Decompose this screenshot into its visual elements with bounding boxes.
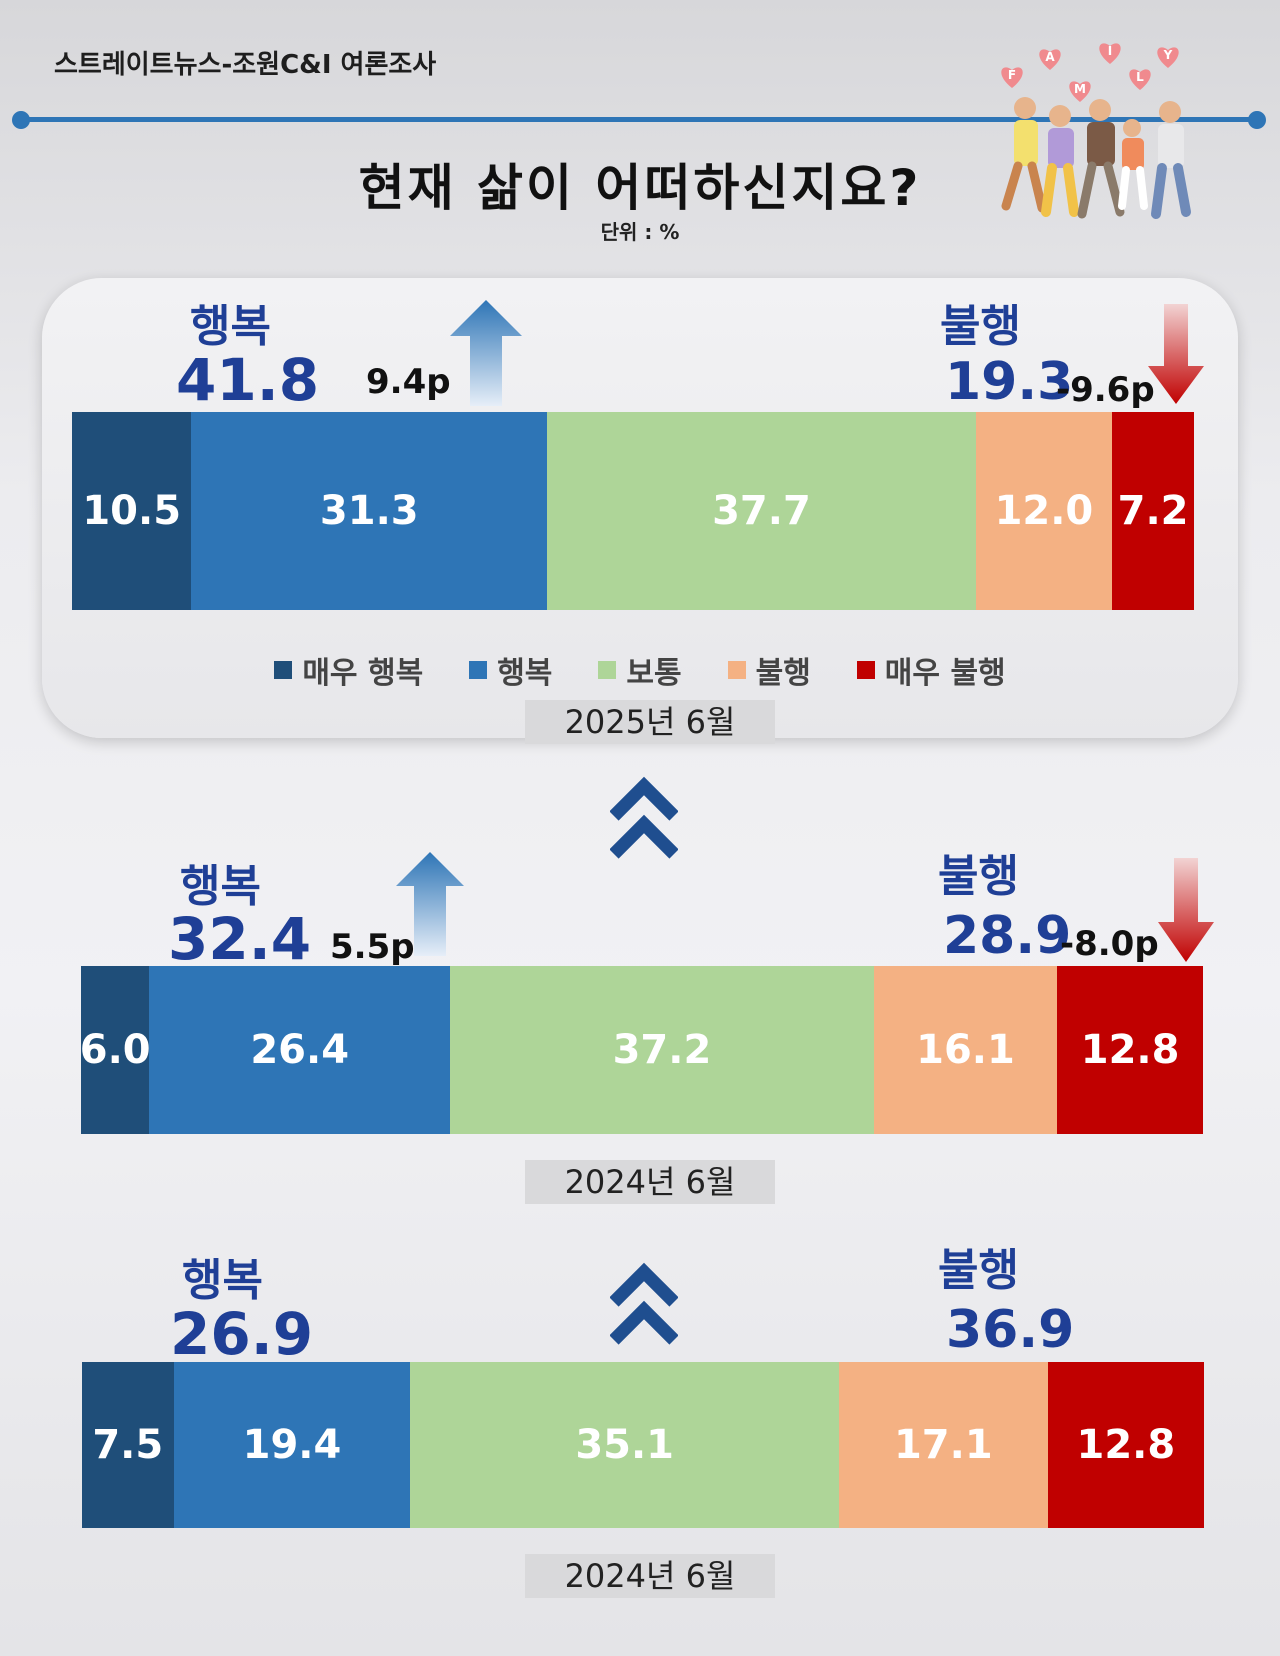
people-figures xyxy=(1001,97,1191,219)
svg-text:L: L xyxy=(1136,70,1144,84)
bar-segment-happy: 31.3 xyxy=(191,412,548,610)
heart-balloon: Y xyxy=(1157,47,1179,68)
timeline-line xyxy=(18,117,1254,122)
happy-total-2025: 41.8 xyxy=(176,346,320,414)
legend-item-neutral: 보통 xyxy=(598,648,682,692)
bar-segment-neutral: 35.1 xyxy=(410,1362,839,1528)
svg-text:Y: Y xyxy=(1163,48,1173,62)
date-label-2024a: 2024년 6월 xyxy=(525,1160,775,1204)
data-label: 12.0 xyxy=(994,488,1094,534)
unhappy-change-2025: -9.6p xyxy=(1056,370,1155,410)
data-label: 10.5 xyxy=(82,488,182,534)
data-label: 19.4 xyxy=(242,1422,342,1468)
bar-segment-happy: 26.4 xyxy=(149,966,451,1134)
timeline-end-dot xyxy=(1248,111,1266,129)
svg-text:A: A xyxy=(1045,50,1055,64)
legend-label-very-happy: 매우 행복 xyxy=(302,656,424,691)
timeline-start-dot xyxy=(12,111,30,129)
down-arrow-icon xyxy=(1158,858,1214,962)
bar-segment-very-unhappy: 12.8 xyxy=(1057,966,1203,1134)
legend: 매우 행복 행복 보통 불행 매우 불행 xyxy=(0,648,1280,692)
legend-label-very-unhappy: 매우 불행 xyxy=(884,656,1006,691)
unhappy-label-2025: 불행 xyxy=(940,301,1021,352)
stacked-bar-2024b: 7.5 19.4 35.1 17.1 12.8 xyxy=(82,1362,1204,1528)
bar-segment-very-unhappy: 7.2 xyxy=(1112,412,1194,610)
bar-segment-unhappy: 17.1 xyxy=(838,1362,1048,1528)
double-chevron-up-icon xyxy=(610,776,678,859)
heart-balloon: A xyxy=(1039,49,1061,70)
data-label: 17.1 xyxy=(893,1422,993,1468)
survey-source: 스트레이트뉴스-조원C&I 여론조사 xyxy=(54,50,437,80)
double-chevron-up-icon xyxy=(610,1262,678,1345)
happy-total-2024a: 32.4 xyxy=(168,905,312,973)
bar-segment-unhappy: 12.0 xyxy=(975,412,1113,610)
heart-balloon: M xyxy=(1069,81,1091,102)
heart-balloon: F xyxy=(1001,67,1023,88)
stacked-bar-2024a: 6.0 26.4 37.2 16.1 12.8 xyxy=(79,966,1203,1134)
happy-total-2024b: 26.9 xyxy=(170,1300,314,1368)
svg-text:M: M xyxy=(1074,82,1086,96)
data-label: 35.1 xyxy=(575,1422,675,1468)
bar-segment-very-unhappy: 12.8 xyxy=(1047,1362,1204,1528)
up-arrow-icon xyxy=(396,852,464,956)
happy-change-2024a: 5.5p xyxy=(330,927,415,967)
date-label-2025: 2025년 6월 xyxy=(525,700,775,744)
unhappy-label-2024a: 불행 xyxy=(938,851,1019,902)
bar-segment-neutral: 37.7 xyxy=(547,412,976,610)
down-arrow-icon xyxy=(1148,304,1204,404)
unhappy-total-2024b: 36.9 xyxy=(946,1300,1075,1360)
stacked-bar-2025: 10.5 31.3 37.7 12.0 7.2 xyxy=(72,412,1194,610)
data-label: 31.3 xyxy=(319,488,419,534)
legend-label-neutral: 보통 xyxy=(626,656,682,691)
unhappy-total-2024a: 28.9 xyxy=(943,906,1072,966)
unhappy-label-2024b: 불행 xyxy=(938,1245,1019,1296)
data-label: 12.8 xyxy=(1076,1422,1176,1468)
legend-item-very-happy: 매우 행복 xyxy=(274,648,423,692)
data-label: 7.2 xyxy=(1117,488,1189,534)
svg-text:F: F xyxy=(1008,68,1016,82)
data-label: 37.7 xyxy=(712,488,811,534)
happy-label-2024b: 행복 xyxy=(182,1255,263,1306)
legend-swatch-very-unhappy xyxy=(856,661,875,679)
data-label: 7.5 xyxy=(92,1422,164,1468)
date-label-2024b: 2024년 6월 xyxy=(525,1554,775,1598)
legend-label-unhappy: 불행 xyxy=(755,656,811,691)
unit-label: 단위 : % xyxy=(600,220,680,244)
bar-segment-very-happy: 6.0 xyxy=(79,966,151,1134)
heart-balloon: I xyxy=(1099,43,1121,64)
data-label: 12.8 xyxy=(1080,1027,1180,1073)
unhappy-change-2024a: -8.0p xyxy=(1060,924,1159,964)
family-illustration: F A M I L Y xyxy=(1001,43,1191,219)
heart-balloons: F A M I L Y xyxy=(1001,43,1179,102)
happy-label-2024a: 행복 xyxy=(180,861,261,912)
page-title: 현재 삶이 어떠하신지요? xyxy=(358,159,922,217)
legend-swatch-neutral xyxy=(598,661,617,679)
heart-balloon: L xyxy=(1129,69,1151,90)
legend-swatch-unhappy xyxy=(727,661,746,679)
svg-text:I: I xyxy=(1108,44,1112,58)
bar-segment-unhappy: 16.1 xyxy=(873,966,1058,1134)
up-arrow-icon xyxy=(450,300,522,406)
legend-swatch-happy xyxy=(469,661,488,679)
legend-label-happy: 행복 xyxy=(497,656,553,691)
legend-item-very-unhappy: 매우 불행 xyxy=(856,648,1006,692)
bar-segment-neutral: 37.2 xyxy=(450,966,874,1134)
unhappy-total-2025: 19.3 xyxy=(945,352,1074,412)
happy-label-2025: 행복 xyxy=(190,301,271,352)
data-label: 37.2 xyxy=(612,1027,712,1073)
legend-swatch-very-happy xyxy=(274,661,293,679)
bar-segment-happy: 19.4 xyxy=(173,1362,411,1528)
legend-item-unhappy: 불행 xyxy=(727,648,811,692)
bar-segment-very-happy: 10.5 xyxy=(72,412,192,610)
data-label: 16.1 xyxy=(916,1027,1015,1073)
data-label: 6.0 xyxy=(79,1027,151,1073)
happy-change-2025: 9.4p xyxy=(366,362,451,402)
legend-item-happy: 행복 xyxy=(469,648,552,692)
data-label: 26.4 xyxy=(250,1027,350,1073)
bar-segment-very-happy: 7.5 xyxy=(82,1362,174,1528)
